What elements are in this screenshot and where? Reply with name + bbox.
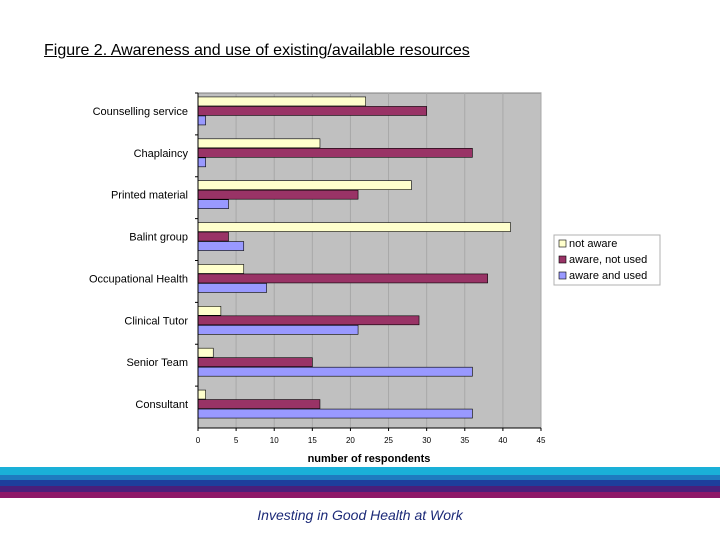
x-tick-label: 20 [346,436,355,445]
bar-not-aware-clinical-tutor [197,306,222,316]
axes [195,92,542,431]
bar-aware-and-used-chaplaincy [197,157,206,168]
bar-not-aware-senior-team [197,347,214,358]
category-label: Chaplaincy [134,148,189,160]
bar-not-aware-counselling-service [197,96,366,107]
bar-not-aware-consultant [197,389,206,400]
x-tick-label: 25 [384,436,393,445]
bar-aware-and-used-occupational-health [197,283,267,293]
bar-aware-and-used-consultant [197,408,473,419]
x-tick-label: 0 [196,436,201,445]
x-tick-label: 45 [537,436,546,445]
legend-swatch [558,255,567,264]
x-tick-label: 40 [498,436,507,445]
color-band [0,486,720,492]
legend-swatch [558,239,567,248]
bar-aware-and-used-counselling-service [197,115,206,126]
bar-aware-not-used-consultant [197,399,321,409]
bar-not-aware-chaplaincy [197,138,321,149]
legend: not aware aware, not used aware and used [553,234,661,286]
bars [197,96,511,419]
category-label: Balint group [129,232,188,244]
bar-not-aware-balint-group [197,222,511,232]
bar-not-aware-printed-material [197,180,412,190]
bar-not-aware-occupational-health [197,264,245,274]
x-tick-label: 5 [234,436,239,445]
bar-aware-not-used-clinical-tutor [197,315,420,326]
bar-chart: Counselling service Chaplaincy Printed mat… [89,92,661,465]
color-band [0,480,720,486]
legend-label: aware, not used [569,254,647,266]
x-tick-labels: 0 5 10 15 20 25 30 35 40 45 [196,436,546,445]
bar-aware-not-used-chaplaincy [197,148,473,158]
legend-box [553,234,661,286]
legend-swatch [558,271,567,280]
category-label: Consultant [135,399,188,411]
category-label: Printed material [111,190,188,202]
bar-aware-not-used-counselling-service [197,106,427,116]
legend-label: aware and used [569,270,647,282]
bar-aware-and-used-printed-material [197,199,229,209]
color-band [0,475,720,480]
x-tick-label: 10 [270,436,279,445]
bar-aware-not-used-occupational-health [197,273,488,284]
color-band [0,467,720,475]
bar-aware-not-used-balint-group [197,231,229,242]
category-label: Occupational Health [89,273,188,285]
bar-aware-not-used-printed-material [197,189,359,200]
category-label: Counselling service [93,106,188,118]
x-tick-label: 30 [422,436,431,445]
decorative-color-bands [0,467,720,498]
bar-aware-and-used-clinical-tutor [197,325,359,335]
x-axis-label: number of respondents [308,453,431,465]
bar-aware-and-used-balint-group [197,241,245,251]
category-labels: Counselling service Chaplaincy Printed mat… [89,106,189,411]
category-label: Clinical Tutor [124,315,188,327]
x-tick-label: 15 [308,436,317,445]
category-label: Senior Team [126,357,188,369]
figure-title: Figure 2. Awareness and use of existing/… [44,42,470,59]
bar-aware-and-used-senior-team [197,366,473,377]
legend-label: not aware [569,238,617,250]
x-tick-label: 35 [460,436,469,445]
bar-aware-not-used-senior-team [197,357,313,367]
footer-tagline: Investing in Good Health at Work [257,507,463,523]
color-band [0,492,720,498]
